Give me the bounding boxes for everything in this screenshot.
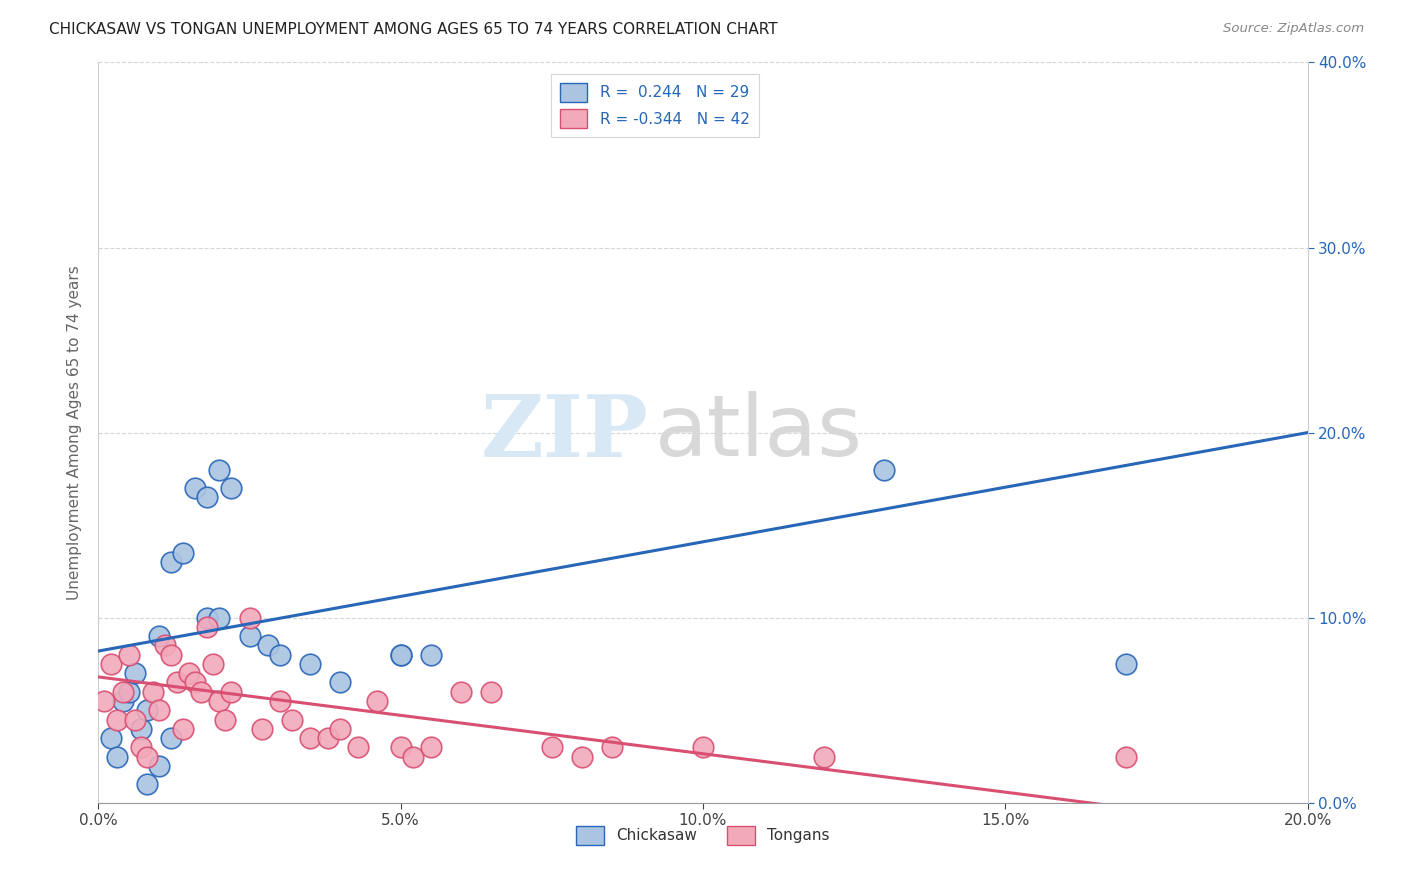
Point <box>1115 749 1137 764</box>
Legend: Chickasaw, Tongans: Chickasaw, Tongans <box>571 820 835 851</box>
Point <box>221 685 243 699</box>
Point <box>1115 657 1137 671</box>
Point <box>93 694 115 708</box>
Point <box>129 722 152 736</box>
Point <box>366 694 388 708</box>
Point <box>329 675 352 690</box>
Point <box>148 703 170 717</box>
Point <box>184 675 207 690</box>
Point <box>160 731 183 745</box>
Point <box>692 740 714 755</box>
Text: CHICKASAW VS TONGAN UNEMPLOYMENT AMONG AGES 65 TO 74 YEARS CORRELATION CHART: CHICKASAW VS TONGAN UNEMPLOYMENT AMONG A… <box>49 22 778 37</box>
Point <box>239 629 262 643</box>
Point <box>105 749 128 764</box>
Point <box>316 731 339 745</box>
Point <box>135 749 157 764</box>
Point <box>202 657 225 671</box>
Point <box>124 666 146 681</box>
Point <box>118 685 141 699</box>
Point <box>389 648 412 662</box>
Point <box>221 481 243 495</box>
Point <box>135 777 157 791</box>
Point <box>239 610 262 624</box>
Point <box>256 639 278 653</box>
Point <box>195 620 218 634</box>
Point <box>208 610 231 624</box>
Point <box>166 675 188 690</box>
Text: ZIP: ZIP <box>481 391 648 475</box>
Point <box>402 749 425 764</box>
Point <box>148 629 170 643</box>
Point <box>214 713 236 727</box>
Point <box>179 666 201 681</box>
Point <box>347 740 370 755</box>
Point <box>172 722 194 736</box>
Point <box>873 462 896 476</box>
Point <box>100 731 122 745</box>
Point <box>190 685 212 699</box>
Point <box>208 694 231 708</box>
Point <box>153 639 176 653</box>
Text: atlas: atlas <box>655 391 863 475</box>
Point <box>450 685 472 699</box>
Point <box>195 610 218 624</box>
Point <box>111 694 134 708</box>
Point <box>269 694 291 708</box>
Point <box>250 722 273 736</box>
Point <box>281 713 304 727</box>
Point <box>481 685 503 699</box>
Point <box>299 731 322 745</box>
Point <box>389 740 412 755</box>
Text: Source: ZipAtlas.com: Source: ZipAtlas.com <box>1223 22 1364 36</box>
Point <box>208 462 231 476</box>
Point <box>160 555 183 569</box>
Point <box>420 648 443 662</box>
Point <box>172 546 194 560</box>
Point <box>105 713 128 727</box>
Point <box>111 685 134 699</box>
Y-axis label: Unemployment Among Ages 65 to 74 years: Unemployment Among Ages 65 to 74 years <box>67 265 83 600</box>
Point <box>129 740 152 755</box>
Point <box>160 648 183 662</box>
Point <box>389 648 412 662</box>
Point <box>299 657 322 671</box>
Point <box>135 703 157 717</box>
Point <box>195 491 218 505</box>
Point <box>269 648 291 662</box>
Point <box>118 648 141 662</box>
Point <box>420 740 443 755</box>
Point <box>184 481 207 495</box>
Point <box>571 749 593 764</box>
Point <box>142 685 165 699</box>
Point <box>813 749 835 764</box>
Point <box>124 713 146 727</box>
Point <box>540 740 562 755</box>
Point <box>329 722 352 736</box>
Point <box>148 758 170 772</box>
Point <box>100 657 122 671</box>
Point <box>602 740 624 755</box>
